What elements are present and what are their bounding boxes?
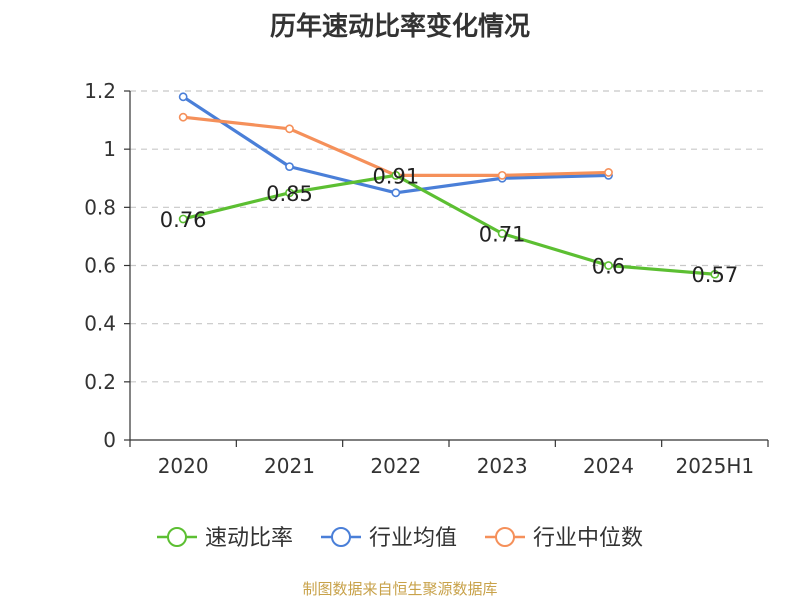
legend-marker (495, 527, 515, 547)
x-tick-label: 2025H1 (675, 454, 754, 478)
y-tick-label: 0.2 (84, 370, 116, 394)
x-tick-label: 2020 (158, 454, 209, 478)
source-note: 制图数据来自恒生聚源数据库 (302, 580, 498, 598)
data-label: 0.91 (372, 164, 419, 188)
data-point (285, 162, 294, 172)
chart-title: 历年速动比率变化情况 (269, 12, 530, 42)
series-line (182, 173, 715, 276)
data-label: 0.57 (691, 263, 738, 287)
legend-label: 速动比率 (205, 526, 293, 551)
data-point (178, 214, 188, 224)
y-tick-label: 0 (103, 428, 116, 452)
y-tick-label: 0.8 (84, 195, 116, 219)
x-tick-label: 2022 (370, 454, 421, 478)
data-point (285, 124, 294, 134)
data-label: 0.76 (160, 208, 207, 232)
legend: 速动比率 行业均值 行业中位数 (157, 526, 643, 551)
data-point (285, 188, 294, 198)
data-point (604, 261, 613, 270)
series-layer (178, 92, 720, 279)
legend-marker (331, 527, 351, 547)
data-point (497, 170, 507, 180)
data-point (391, 170, 401, 180)
data-label-layer: 0.76 0.85 0.91 0.71 0.6 0.57 (160, 164, 738, 287)
y-tick-label: 1 (103, 137, 116, 161)
data-point (710, 269, 720, 279)
legend-label: 行业中位数 (533, 526, 643, 551)
data-label: 0.85 (266, 182, 313, 206)
data-label: 0.6 (592, 255, 625, 279)
legend-marker (167, 527, 187, 547)
data-point (178, 112, 188, 122)
grid-layer (130, 90, 768, 383)
x-tick-label: 2023 (477, 454, 528, 478)
data-point (497, 229, 507, 238)
y-tick-label: 0.4 (84, 312, 116, 336)
y-tick-label: 1.2 (84, 79, 116, 103)
y-tick-label: 0.6 (84, 254, 116, 278)
x-tick-label: 2024 (583, 454, 634, 478)
axis-layer: 0 0.2 0.4 0.6 0.8 1 1.2 2020 2021 2022 2023 2024 202… (84, 79, 769, 478)
data-point (604, 168, 613, 177)
data-point (391, 188, 401, 198)
data-label: 0.71 (479, 223, 526, 247)
x-tick-label: 2021 (264, 454, 315, 478)
legend-label: 行业均值 (369, 526, 457, 551)
data-point (178, 92, 188, 102)
